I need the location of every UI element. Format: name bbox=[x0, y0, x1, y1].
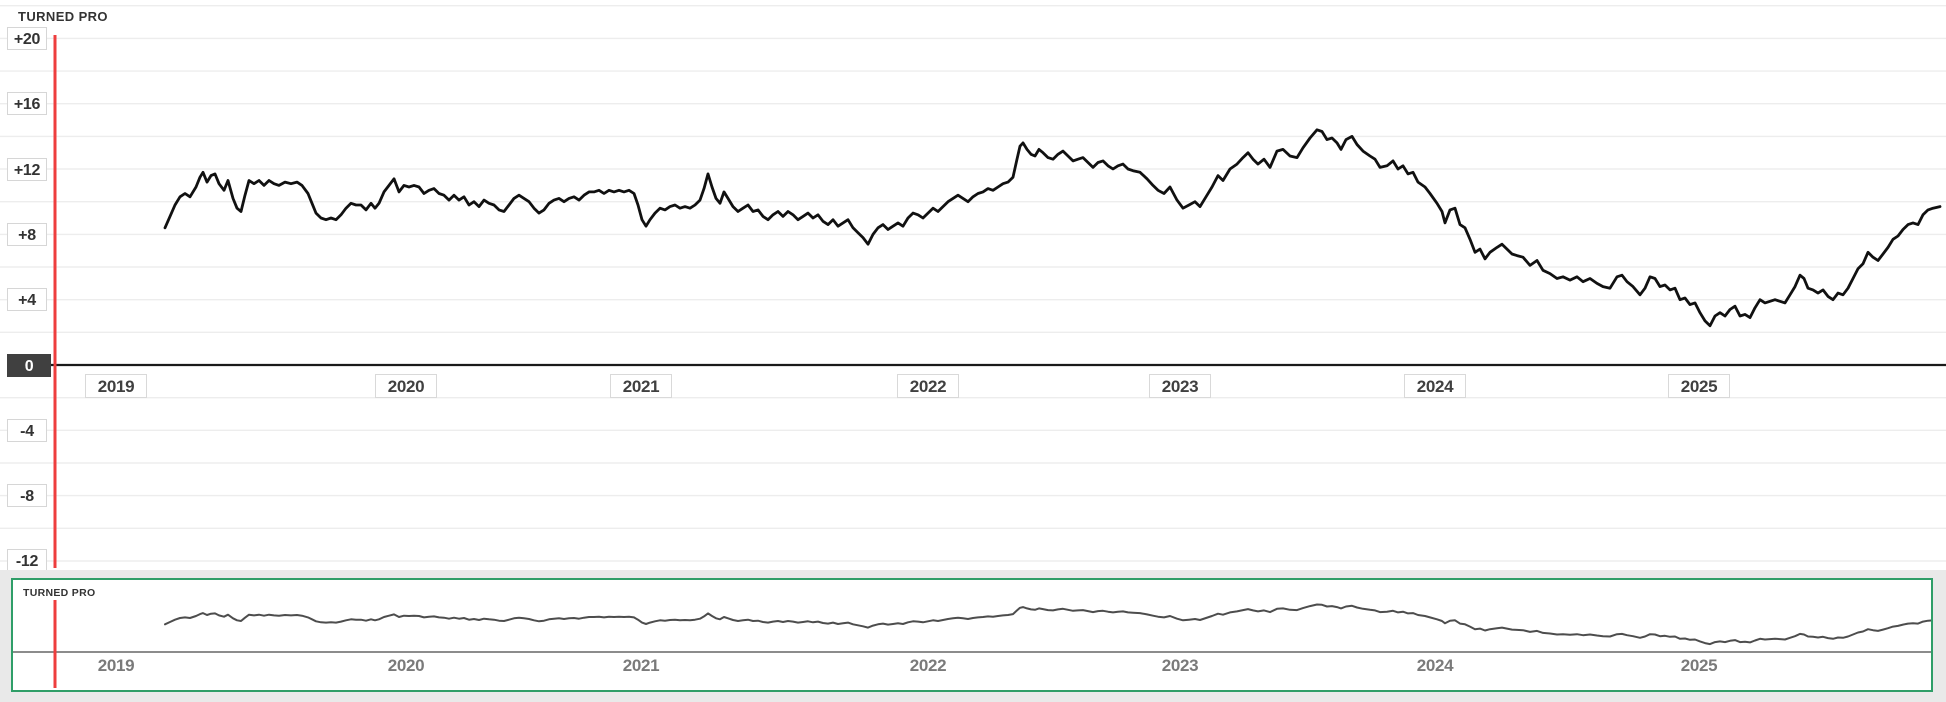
gridlines bbox=[0, 4, 1946, 562]
navigator-plot-svg bbox=[13, 600, 1931, 688]
y-axis-label: +12 bbox=[7, 158, 47, 181]
main-chart[interactable]: TURNED PRO +20 +16 +12 +8 +4 0 -4 -8 -12 2019 202… bbox=[0, 0, 1946, 572]
x-axis-year-label: 2021 bbox=[610, 374, 672, 398]
y-axis-label: +8 bbox=[7, 223, 47, 246]
navigator-turned-pro-label: TURNED PRO bbox=[23, 587, 96, 599]
y-axis-label: +4 bbox=[7, 288, 47, 311]
x-axis-year-label: 2019 bbox=[85, 374, 147, 398]
x-axis-year-label: 2025 bbox=[1668, 374, 1730, 398]
y-axis-label: +20 bbox=[7, 27, 47, 50]
y-axis-label: -12 bbox=[7, 549, 47, 572]
main-plot-svg bbox=[0, 4, 1946, 568]
x-axis-year-label: 2022 bbox=[897, 374, 959, 398]
navigator-year-label: 2023 bbox=[1161, 656, 1199, 675]
navigator-panel[interactable]: TURNED PRO 2019 2020 2021 2022 2023 2024 2025 bbox=[11, 578, 1933, 692]
navigator-year-label: 2020 bbox=[387, 656, 425, 675]
y-axis-label: -8 bbox=[7, 484, 47, 507]
navigator-year-label: 2024 bbox=[1416, 656, 1454, 675]
navigator-year-label: 2022 bbox=[909, 656, 947, 675]
x-axis-year-label: 2023 bbox=[1149, 374, 1211, 398]
turned-pro-label: TURNED PRO bbox=[18, 9, 108, 24]
x-axis-year-label: 2024 bbox=[1404, 374, 1466, 398]
x-axis-year-label: 2020 bbox=[375, 374, 437, 398]
navigator-rating-line bbox=[164, 603, 1931, 646]
navigator-year-label: 2025 bbox=[1680, 656, 1718, 675]
y-axis-label: 0 bbox=[7, 354, 51, 377]
navigator-year-label: 2021 bbox=[622, 656, 660, 675]
rating-line bbox=[163, 128, 1942, 328]
y-axis-label: -4 bbox=[7, 419, 47, 442]
navigator-year-label: 2019 bbox=[97, 656, 135, 675]
navigator-strip: TURNED PRO 2019 2020 2021 2022 2023 2024 2025 bbox=[0, 570, 1946, 702]
y-axis-label: +16 bbox=[7, 92, 47, 115]
